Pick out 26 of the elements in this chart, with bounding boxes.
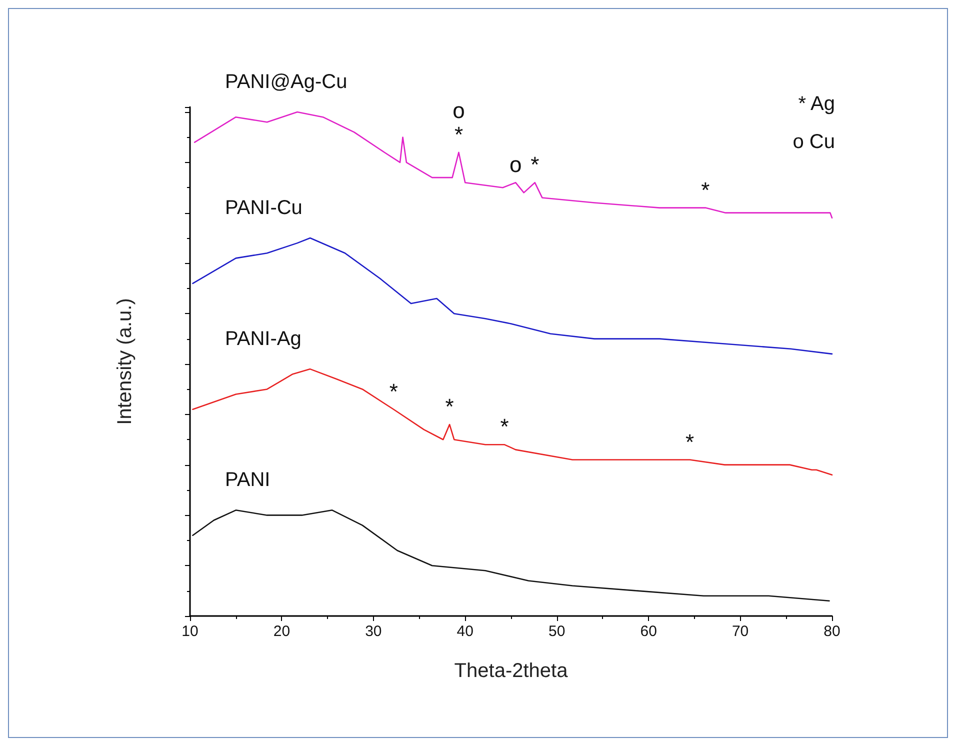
annotation: o Cu <box>792 131 835 153</box>
annotation: * <box>500 414 510 440</box>
annotation: * <box>686 429 695 454</box>
x-tick-label: 60 <box>640 623 657 640</box>
annotation: o <box>509 152 522 178</box>
series-label: PANI-Ag <box>225 328 302 350</box>
x-tick-label: 10 <box>182 623 198 640</box>
x-axis-title: Theta-2theta <box>454 660 569 682</box>
x-tick-label: 70 <box>732 623 749 640</box>
series-label: PANI@Ag-Cu <box>225 71 348 94</box>
annotation: * <box>530 152 540 178</box>
y-axis-title: Intensity (a.u.) <box>114 298 136 425</box>
annotation: * <box>701 177 710 202</box>
series-label: PANI <box>225 469 270 492</box>
annotation: * <box>454 122 464 147</box>
x-tick-label: 30 <box>365 623 382 640</box>
annotation: * Ag <box>798 93 835 115</box>
annotation: * <box>389 378 398 404</box>
frame: PANI@Ag-Cu o * Ag * o Cu o * * PANI-Cu PANI-Ag * * * * PANI Intensity (a.u.) Theta-2theta 10 20 30 40 50 60 70 80 <box>8 8 948 738</box>
annotation: * <box>445 394 454 419</box>
annotation: o <box>452 98 465 123</box>
x-tick-label: 80 <box>824 623 840 640</box>
series-label: PANI-Cu <box>225 197 302 220</box>
x-tick-label: 40 <box>456 623 474 640</box>
x-tick-label: 50 <box>548 623 566 640</box>
x-tick-label: 20 <box>273 623 290 640</box>
